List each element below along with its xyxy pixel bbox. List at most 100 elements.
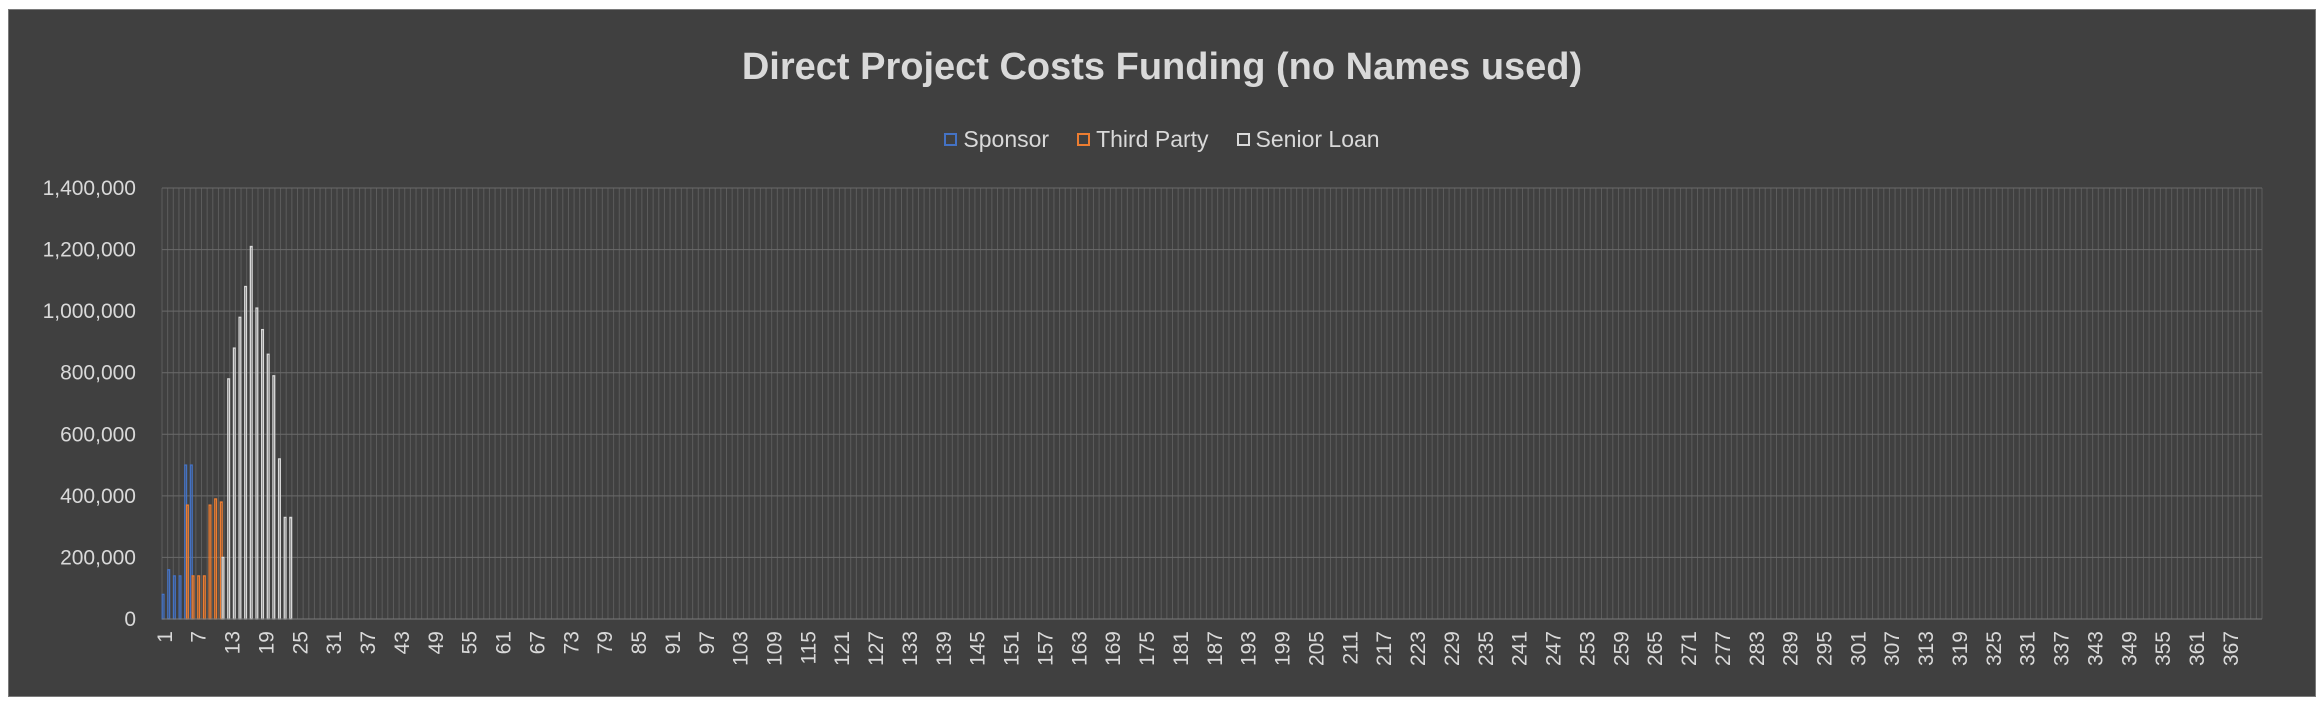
bar [232, 347, 236, 620]
bar [266, 353, 270, 620]
x-tick-label: 313 [1915, 631, 1938, 666]
bar [244, 285, 248, 620]
legend-swatch [1077, 133, 1091, 146]
x-tick-label: 37 [357, 631, 380, 654]
x-tick-label: 367 [2220, 631, 2243, 666]
x-tick-label: 19 [255, 631, 278, 654]
x-tick-label: 115 [797, 631, 820, 664]
bar [185, 504, 189, 620]
bar [255, 307, 259, 620]
x-tick-label: 301 [1847, 631, 1870, 666]
chart-title: Direct Project Costs Funding (no Names u… [741, 46, 1583, 88]
x-tick-label: 13 [222, 631, 245, 654]
x-tick-label: 55 [459, 631, 482, 654]
x-tick-label: 361 [2186, 631, 2209, 666]
x-tick-label: 289 [1780, 631, 1803, 666]
y-tick-label: 0 [124, 608, 136, 631]
legend-label: Third Party [1096, 126, 1209, 152]
x-tick-label: 145 [967, 631, 990, 666]
x-tick-label: 1 [154, 631, 177, 643]
x-tick-label: 61 [493, 631, 516, 654]
x-tick-label: 7 [188, 631, 211, 643]
x-tick-label: 181 [1170, 631, 1193, 666]
bar [221, 556, 225, 620]
bar [202, 575, 206, 620]
y-tick-label: 200,000 [60, 546, 136, 569]
x-tick-label: 139 [933, 631, 956, 666]
x-tick-label: 91 [662, 631, 685, 654]
x-tick-label: 163 [1068, 631, 1091, 666]
x-tick-label: 235 [1475, 631, 1498, 666]
x-tick-label: 355 [2152, 631, 2175, 666]
x-tick-label: 193 [1238, 631, 1261, 666]
vertical-gridlines [161, 188, 2263, 619]
x-tick-label: 277 [1712, 631, 1735, 666]
x-tick-label: 349 [2118, 631, 2141, 666]
bar [272, 375, 276, 620]
x-tick-label: 133 [899, 631, 922, 666]
x-tick-label: 319 [1949, 631, 1972, 666]
x-tick-label: 343 [2084, 631, 2107, 666]
x-tick-label: 43 [391, 631, 414, 654]
bar [191, 575, 195, 620]
bar [178, 575, 182, 620]
bar [249, 245, 253, 620]
y-tick-label: 800,000 [60, 362, 136, 385]
y-tick-label: 600,000 [60, 423, 136, 446]
y-tick-label: 1,400,000 [43, 177, 136, 200]
bar [161, 593, 165, 620]
x-tick-label: 127 [865, 631, 888, 666]
bar [277, 458, 281, 620]
x-tick-label: 295 [1814, 631, 1837, 666]
x-tick-label: 247 [1543, 631, 1566, 666]
x-tick-label: 97 [696, 631, 719, 654]
x-tick-label: 259 [1610, 631, 1633, 666]
chart-legend: Sponsor Third Party Senior Loan [9, 126, 2315, 153]
x-tick-label: 151 [1001, 631, 1024, 666]
legend-item-senior-loan: Senior Loan [1236, 126, 1380, 153]
x-tick-label: 49 [425, 631, 448, 654]
legend-label: Senior Loan [1255, 126, 1380, 152]
bar [197, 575, 201, 620]
x-tick-label: 85 [628, 631, 651, 654]
x-tick-label: 253 [1576, 631, 1599, 666]
bar [167, 569, 171, 620]
x-tick-label: 229 [1441, 631, 1464, 666]
x-tick-label: 187 [1204, 631, 1227, 666]
x-tick-label: 199 [1272, 631, 1295, 666]
x-tick-label: 205 [1305, 631, 1328, 666]
x-tick-label: 121 [831, 631, 854, 666]
x-tick-label: 211 [1339, 631, 1362, 664]
series-senior-loan [221, 245, 293, 620]
x-tick-label: 157 [1034, 631, 1057, 666]
x-tick-label: 25 [289, 631, 312, 654]
legend-swatch [944, 133, 958, 146]
legend-item-sponsor: Sponsor [944, 126, 1049, 153]
bar [172, 575, 176, 620]
x-tick-label: 307 [1881, 631, 1904, 666]
x-tick-label: 103 [730, 631, 753, 666]
bar [283, 516, 287, 620]
x-tick-label: 265 [1644, 631, 1667, 666]
x-tick-label: 337 [2051, 631, 2074, 666]
legend-swatch [1236, 133, 1250, 146]
x-tick-label: 175 [1136, 631, 1159, 666]
x-tick-label: 325 [1983, 631, 2006, 666]
x-tick-label: 169 [1102, 631, 1125, 666]
bar [214, 498, 218, 620]
x-tick-label: 271 [1678, 631, 1701, 666]
legend-label: Sponsor [963, 126, 1050, 152]
bar [227, 378, 231, 620]
bar [208, 504, 212, 620]
bar [238, 316, 242, 620]
x-tick-label: 31 [323, 631, 346, 654]
y-tick-label: 1,200,000 [43, 239, 136, 262]
legend-item-third-party: Third Party [1077, 126, 1209, 153]
y-tick-label: 1,000,000 [43, 300, 136, 323]
bar [289, 516, 293, 620]
x-tick-label: 223 [1407, 631, 1430, 666]
x-tick-label: 283 [1746, 631, 1769, 666]
x-tick-label: 241 [1509, 631, 1532, 666]
x-tick-label: 217 [1373, 631, 1396, 666]
